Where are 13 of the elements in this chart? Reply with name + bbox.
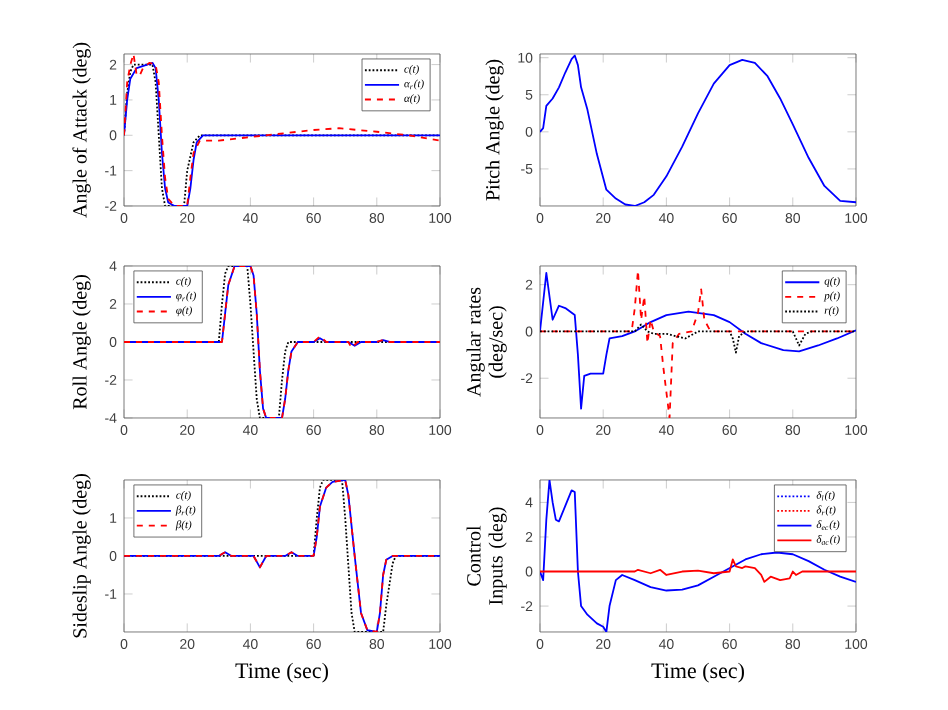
x-axis-title: Time (sec) [235, 662, 328, 683]
y-axis-title: Pitch Angle (deg) [485, 59, 504, 201]
line-series [540, 323, 856, 354]
line-series [540, 558, 856, 583]
y-axis-title: Control Inputs (deg) [466, 507, 507, 605]
y-axis-title: Sideslip Angle (deg) [72, 474, 91, 638]
y-axis-title: Angle of Attack (deg) [72, 42, 91, 218]
line-series [540, 54, 856, 206]
y-axis-title: Roll Angle (deg) [72, 275, 91, 410]
x-axis-title: Time (sec) [651, 662, 744, 683]
y-axis-title: Angular rates (deg/sec) [466, 287, 507, 397]
line-series [124, 479, 440, 632]
line-series [124, 265, 440, 418]
